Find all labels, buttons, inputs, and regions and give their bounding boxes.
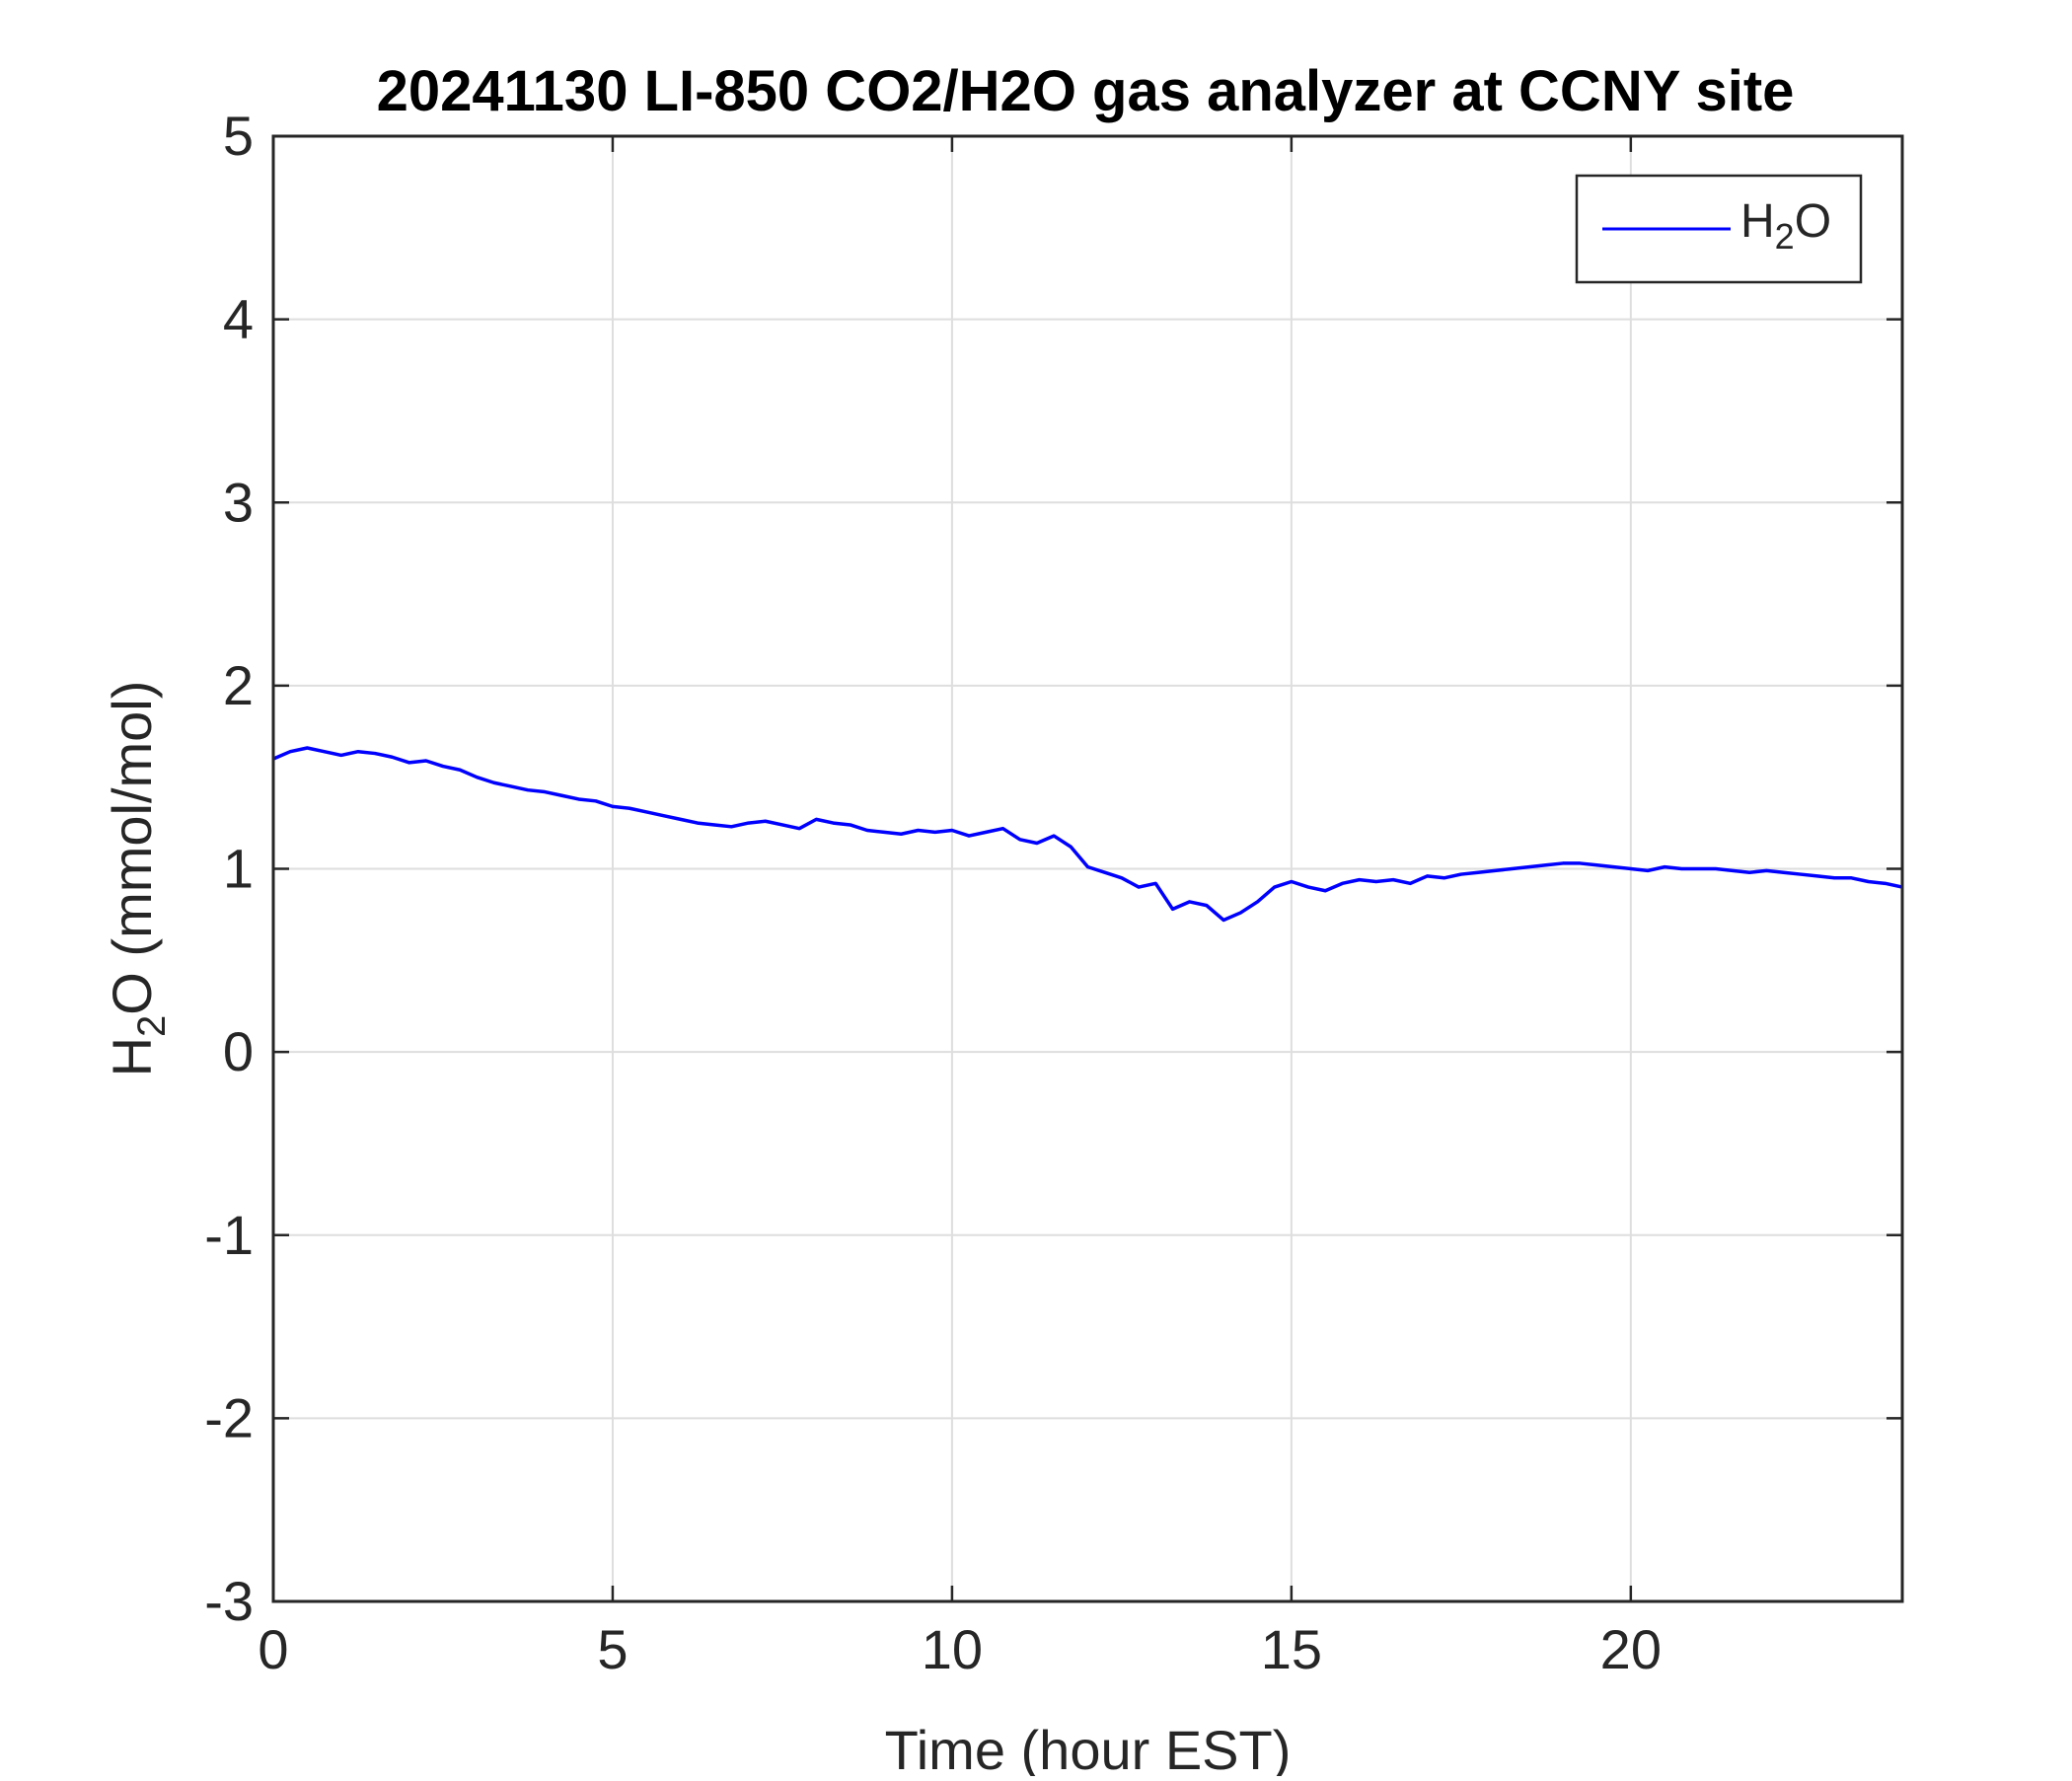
y-tick-label: 1	[223, 838, 254, 900]
x-tick-label: 5	[597, 1618, 628, 1680]
grid	[273, 136, 1902, 1601]
x-tick-label: 20	[1600, 1618, 1662, 1680]
y-tick-label: -3	[204, 1570, 254, 1632]
y-tick-label: 3	[223, 471, 254, 533]
legend-label-main: H	[1740, 195, 1775, 248]
x-tick-label: 15	[1261, 1618, 1322, 1680]
y-axis-label: H2O (mmol/mol)	[101, 681, 174, 1077]
chart-title: 20241130 LI-850 CO2/H2O gas analyzer at …	[377, 59, 1795, 123]
y-axis-label-subscript: 2	[130, 1015, 174, 1037]
y-tick-label: 2	[223, 654, 254, 716]
y-tick-label: 4	[223, 288, 254, 350]
y-tick-label: 5	[223, 105, 254, 167]
legend-label: H2O	[1740, 195, 1831, 257]
series-layer	[272, 746, 1903, 923]
x-tick-label: 0	[258, 1618, 288, 1680]
y-axis-label-rest: O (mmol/mol)	[101, 681, 163, 1015]
x-tick-label: 10	[922, 1618, 983, 1680]
series-line-h2o	[272, 746, 1903, 923]
legend-label-subscript: 2	[1775, 216, 1795, 257]
legend-label-rest: O	[1795, 195, 1831, 248]
y-tick-label: -1	[204, 1204, 254, 1266]
y-tick-label: 0	[223, 1020, 254, 1082]
legend: H2O	[1575, 174, 1863, 284]
y-axis-label-main: H	[101, 1037, 163, 1076]
y-tick-label: -2	[204, 1386, 254, 1448]
axis-ticks: 0 5 10 15 20 -3 -2 -1 0 1 2 3 4 5	[204, 105, 1902, 1680]
x-axis-label: Time (hour EST)	[885, 1719, 1292, 1776]
